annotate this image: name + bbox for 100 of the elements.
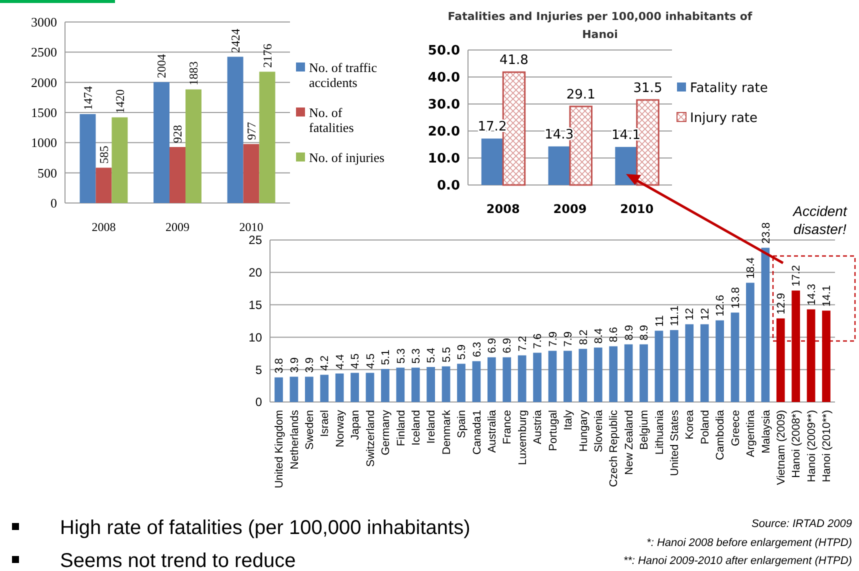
- data-label: 17.2: [790, 265, 803, 287]
- x-tick-label: Korea: [684, 409, 696, 440]
- x-tick-label: Denmark: [440, 410, 453, 455]
- x-tick-label: Vietnam (2009): [775, 410, 788, 486]
- x-tick-label: United Kingdom: [274, 410, 286, 488]
- data-label: 8.9: [623, 325, 636, 340]
- y-tick-label: 15: [248, 298, 262, 312]
- y-tick-label: 25: [248, 233, 262, 248]
- data-label: 4.2: [319, 355, 332, 371]
- y-tick-label: 1000: [31, 135, 57, 150]
- bar: [548, 350, 557, 402]
- y-tick-label: 10: [248, 330, 262, 344]
- x-tick-label: Slovenia: [592, 409, 605, 452]
- data-label: 5.4: [426, 348, 438, 364]
- bar: [609, 346, 618, 402]
- data-label: 3.8: [274, 358, 286, 374]
- bar: [487, 357, 496, 402]
- data-label: 4.5: [364, 354, 377, 369]
- y-tick-label: 40.0: [428, 70, 460, 86]
- text: High rate of fatalities (per 100,000 inhabitants): [60, 517, 470, 539]
- data-label: 14.1: [821, 285, 834, 307]
- data-label: 31.5: [633, 80, 662, 96]
- bar: [685, 324, 694, 402]
- y-tick-label: 30.0: [428, 98, 460, 113]
- bar: [761, 248, 770, 402]
- data-label: 7.9: [562, 332, 575, 347]
- bar: [730, 312, 740, 402]
- data-label: 1883: [186, 61, 201, 86]
- y-tick-label: 0: [50, 196, 57, 211]
- data-label: 4.5: [350, 354, 362, 369]
- y-tick-label: 5: [255, 362, 262, 377]
- y-tick-label: 2000: [31, 74, 57, 90]
- bar: [457, 364, 466, 402]
- data-label: 7.9: [547, 332, 560, 347]
- x-tick-label: Iceland: [410, 410, 422, 446]
- data-label: 18.4: [745, 257, 758, 279]
- x-tick-label: Lithuania: [654, 409, 666, 455]
- data-label: 12.9: [775, 292, 788, 314]
- data-label: 6.9: [502, 338, 514, 354]
- x-tick-label: Portugal: [547, 410, 560, 451]
- bar: [96, 168, 112, 203]
- y-tick-label: 1500: [31, 105, 57, 120]
- bar: [442, 366, 450, 402]
- data-label: 5.3: [410, 348, 422, 364]
- bar: [640, 344, 648, 402]
- bar: [112, 117, 128, 203]
- x-tick-label: Switzerland: [364, 410, 377, 467]
- data-label: 5.1: [380, 350, 392, 365]
- bar: [578, 348, 588, 402]
- bar: [792, 290, 800, 402]
- data-label: 8.6: [608, 326, 620, 342]
- bar: [290, 376, 298, 402]
- data-label: 2176: [260, 44, 274, 68]
- chart-title: Fatalities and Injuries per 100,000 inhabitants of Hanoi: [448, 10, 752, 41]
- text: **: Hanoi 2009-2010 after enlargement (HTPD): [623, 555, 852, 567]
- y-tick-label: 10.0: [428, 152, 460, 167]
- y-tick-label: 500: [38, 165, 57, 180]
- data-label: 585: [96, 146, 111, 164]
- data-label: 928: [170, 125, 185, 144]
- x-tick-label: Hanoi (2008*): [790, 410, 803, 478]
- y-tick-label: 20.0: [428, 124, 460, 140]
- text: Seems not trend to reduce: [60, 550, 296, 571]
- data-label: 29.1: [566, 87, 596, 102]
- x-tick-label: Spain: [456, 410, 468, 438]
- x-tick-label: Israel: [319, 410, 332, 437]
- data-label: 8.2: [578, 330, 590, 345]
- y-tick-label: 3000: [31, 14, 57, 30]
- x-tick-label: Belgium: [638, 410, 651, 450]
- x-tick-label: Netherlands: [288, 410, 301, 470]
- bar: [564, 350, 572, 402]
- bar: [381, 368, 390, 402]
- bar: [185, 89, 202, 203]
- x-tick-label: Malaysia: [760, 409, 772, 454]
- x-tick-label: Canada1: [471, 410, 484, 455]
- x-tick-label: New Zealand: [623, 410, 636, 475]
- x-tick-label: France: [502, 410, 514, 444]
- bar: [481, 138, 504, 185]
- source-note: Source: IRTAD 2009: [752, 518, 852, 530]
- data-label: 5.9: [456, 344, 468, 360]
- bar: [243, 144, 260, 203]
- x-tick-label: 2008: [486, 202, 520, 216]
- y-tick-label: 0.0: [436, 178, 460, 194]
- y-tick-label: 50.0: [428, 44, 460, 59]
- x-tick-label: Australia: [486, 409, 499, 453]
- y-tick-label: 20: [248, 266, 262, 280]
- bar: [594, 348, 602, 402]
- data-label: 12: [684, 308, 696, 320]
- data-label: 12: [699, 308, 712, 320]
- bar: [472, 361, 481, 402]
- x-tick-label: 2010: [239, 220, 264, 234]
- x-tick-label: Finland: [395, 410, 408, 446]
- data-label: 13.8: [730, 287, 742, 309]
- bar: [411, 368, 420, 402]
- bar: [366, 372, 374, 402]
- bar: [227, 56, 244, 203]
- x-tick-label: 2010: [620, 202, 654, 216]
- x-tick-label: Hungary: [578, 410, 590, 452]
- x-tick-label: Hanoi (2009**): [806, 410, 818, 482]
- bar: [274, 377, 283, 402]
- data-label: 1474: [80, 86, 95, 110]
